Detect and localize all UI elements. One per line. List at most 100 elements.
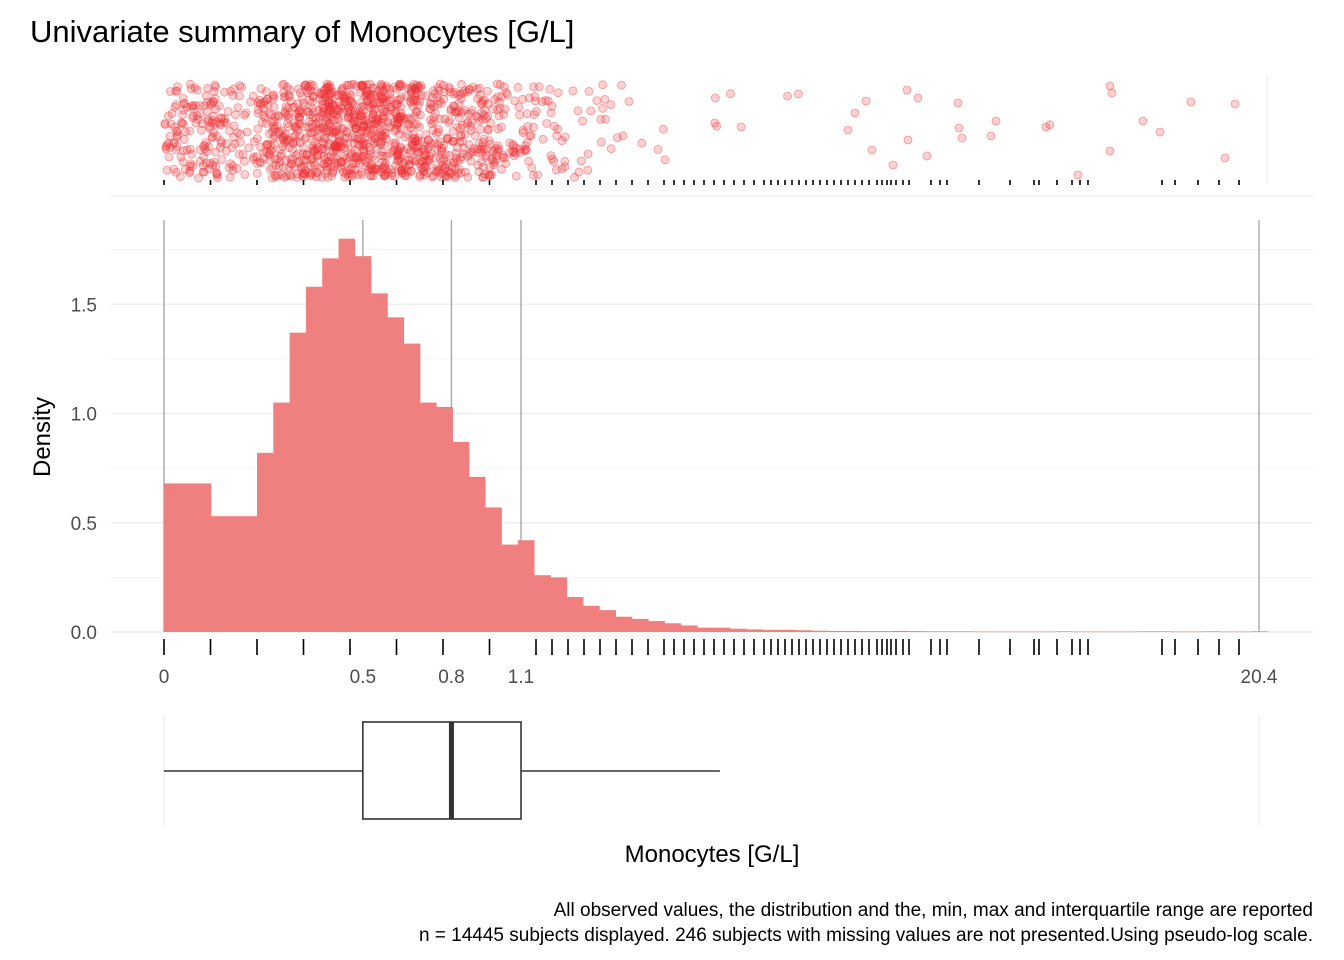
jitter-point: [352, 81, 361, 91]
jitter-point: [161, 142, 171, 152]
jitter-point: [379, 171, 389, 181]
jitter-point: [393, 114, 403, 123]
jitter-point: [326, 106, 336, 115]
jitter-point: [416, 91, 426, 100]
jitter-point: [406, 114, 416, 124]
jitter-point: [319, 139, 329, 149]
jitter-point: [257, 118, 267, 127]
jitter-point: [169, 139, 179, 148]
jitter-point: [550, 121, 559, 131]
jitter-point: [192, 85, 202, 95]
jitter-point: [355, 159, 364, 168]
jitter-point: [392, 100, 402, 109]
jitter-point: [191, 101, 201, 110]
jitter-point: [298, 171, 308, 181]
jitter-point: [328, 101, 338, 111]
jitter-point: [258, 110, 268, 120]
jitter-point: [557, 136, 567, 146]
jitter-point: [308, 113, 318, 122]
jitter-point: [220, 114, 230, 124]
jitter-point: [446, 168, 456, 178]
jitter-point: [383, 118, 393, 127]
jitter-point: [395, 112, 405, 122]
jitter-point: [211, 147, 221, 157]
jitter-point: [198, 161, 208, 171]
jitter-point: [209, 128, 219, 137]
jitter-point: [392, 84, 402, 94]
jitter-point: [543, 96, 553, 106]
jitter-point: [326, 162, 336, 172]
jitter-point: [418, 144, 428, 154]
jitter-point: [421, 150, 431, 160]
jitter-point: [416, 136, 426, 146]
jitter-point: [494, 97, 504, 107]
jitter-point: [410, 95, 420, 105]
jitter-point: [410, 92, 420, 101]
jitter-point: [359, 146, 369, 156]
jitter-point: [256, 142, 266, 152]
jitter-point: [182, 102, 192, 112]
histogram-bar: [1007, 631, 1024, 633]
jitter-point: [574, 167, 584, 177]
jitter-point: [444, 82, 454, 92]
jitter-point: [448, 158, 458, 167]
jitter-point: [397, 166, 407, 176]
histogram-panel: 0.0 0.5 1.0 1.5 0 0.5 0.8 1.1 20.4 Density: [29, 195, 1313, 688]
jitter-point: [412, 119, 422, 129]
histogram-bar: [778, 629, 796, 632]
jitter-point: [533, 170, 542, 180]
jitter-point: [450, 173, 460, 183]
jitter-point: [393, 118, 402, 128]
jitter-point: [287, 144, 297, 154]
jitter-point: [363, 120, 373, 130]
jitter-point: [334, 91, 343, 100]
jitter-point: [304, 117, 314, 126]
jitter-point: [178, 157, 188, 167]
jitter-point: [379, 107, 389, 117]
jitter-point: [216, 136, 226, 146]
jitter-point: [264, 109, 274, 119]
jitter-point: [271, 160, 281, 170]
jitter-point: [312, 151, 322, 161]
jitter-point: [378, 163, 388, 173]
jitter-point: [365, 146, 375, 155]
jitter-point: [405, 148, 415, 158]
jitter-point: [313, 143, 323, 152]
jitter-point: [178, 110, 187, 120]
histogram-bar: [420, 402, 437, 632]
jitter-point: [483, 111, 493, 121]
jitter-point: [560, 162, 570, 172]
jitter-point: [493, 124, 503, 134]
jitter-point: [302, 149, 312, 159]
jitter-point: [280, 138, 290, 147]
jitter-point: [266, 146, 276, 156]
jitter-point: [351, 123, 361, 133]
caption-line-2: n = 14445 subjects displayed. 246 subjec…: [419, 925, 1313, 946]
jitter-point: [394, 146, 404, 156]
jitter-point: [204, 122, 214, 131]
jitter-point: [223, 107, 233, 116]
jitter-point: [350, 165, 360, 175]
jitter-point: [256, 158, 266, 168]
jitter-point: [483, 124, 493, 134]
jitter-point: [485, 139, 495, 149]
jitter-point: [466, 121, 476, 131]
jitter-point: [448, 101, 458, 111]
jitter-point: [325, 119, 335, 128]
jitter-point: [346, 80, 356, 89]
jitter-point: [488, 104, 498, 114]
jitter-point: [217, 113, 227, 123]
jitter-point: [226, 159, 235, 169]
jitter-point: [957, 133, 967, 143]
histogram-bar: [729, 628, 747, 632]
jitter-point: [392, 100, 402, 109]
jitter-point: [475, 124, 485, 134]
jitter-point: [396, 115, 406, 125]
jitter-point: [387, 171, 397, 181]
jitter-point: [382, 106, 392, 116]
jitter-point: [336, 161, 346, 171]
jitter-point: [317, 111, 327, 120]
jitter-point: [425, 98, 435, 108]
jitter-point: [386, 165, 396, 175]
jitter-point: [277, 149, 286, 159]
